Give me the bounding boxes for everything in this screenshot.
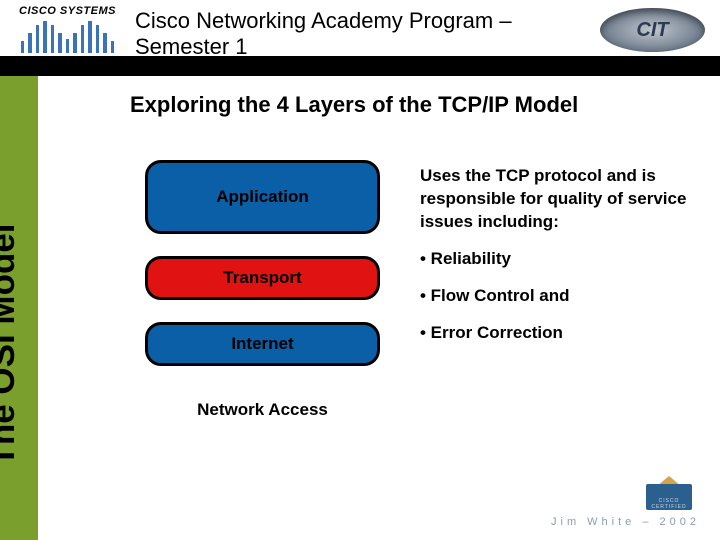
cisco-bridge-icon (15, 21, 120, 53)
desc-bullet-2: • Flow Control and (420, 285, 690, 308)
layer-transport: Transport (145, 256, 380, 300)
cit-badge-text: CIT (636, 19, 668, 42)
logo-text: CISCO SYSTEMS (15, 5, 120, 17)
header-line-1: Cisco Networking Academy Program – (135, 8, 512, 33)
tcpip-layers-stack: Application Transport Internet Network A… (145, 160, 380, 454)
header-divider-strip (0, 56, 720, 76)
layer-description: Uses the TCP protocol and is responsible… (420, 165, 690, 359)
layer-network-access: Network Access (145, 388, 380, 432)
cert-badge-text: CISCO CERTIFIED (646, 494, 692, 510)
side-vertical-label: The OSI Model (0, 195, 40, 495)
layer-application: Application (145, 160, 380, 234)
cert-bottom: CERTIFIED (651, 504, 686, 510)
header-title: Cisco Networking Academy Program – Semes… (135, 8, 512, 61)
desc-bullet-1: • Reliability (420, 248, 690, 271)
footer-credit: Jim White – 2002 (551, 516, 700, 528)
layer-internet: Internet (145, 322, 380, 366)
desc-intro: Uses the TCP protocol and is responsible… (420, 165, 690, 234)
slide-title: Exploring the 4 Layers of the TCP/IP Mod… (130, 92, 578, 118)
cit-badge-icon: CIT (600, 8, 705, 52)
desc-bullet-3: • Error Correction (420, 322, 690, 345)
